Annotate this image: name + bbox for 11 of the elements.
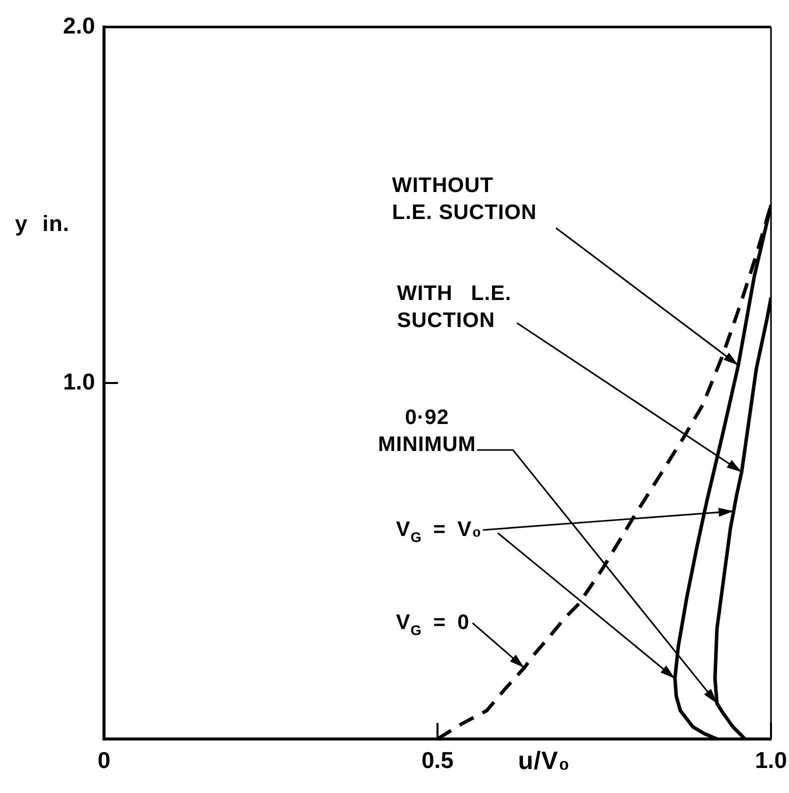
y-axis-title: y in. [15,210,70,237]
y-tick-label: 2.0 [63,12,95,38]
annotation: V$_{G}$ = 0 [396,610,470,638]
x-axis-title: u/V₀ [518,747,570,775]
text: WITH L.E. SUCTION [397,281,512,334]
x-tick-label: 0.5 [422,747,454,774]
x-tick-label: 1.0 [755,747,787,774]
text: WITHOUT L.E. SUCTION [392,173,537,226]
annotation: V$_{G}$ = V₀ [396,517,482,545]
annotation: 0·92 MINIMUM [378,405,476,458]
x-tick-label: 0 [98,747,110,774]
